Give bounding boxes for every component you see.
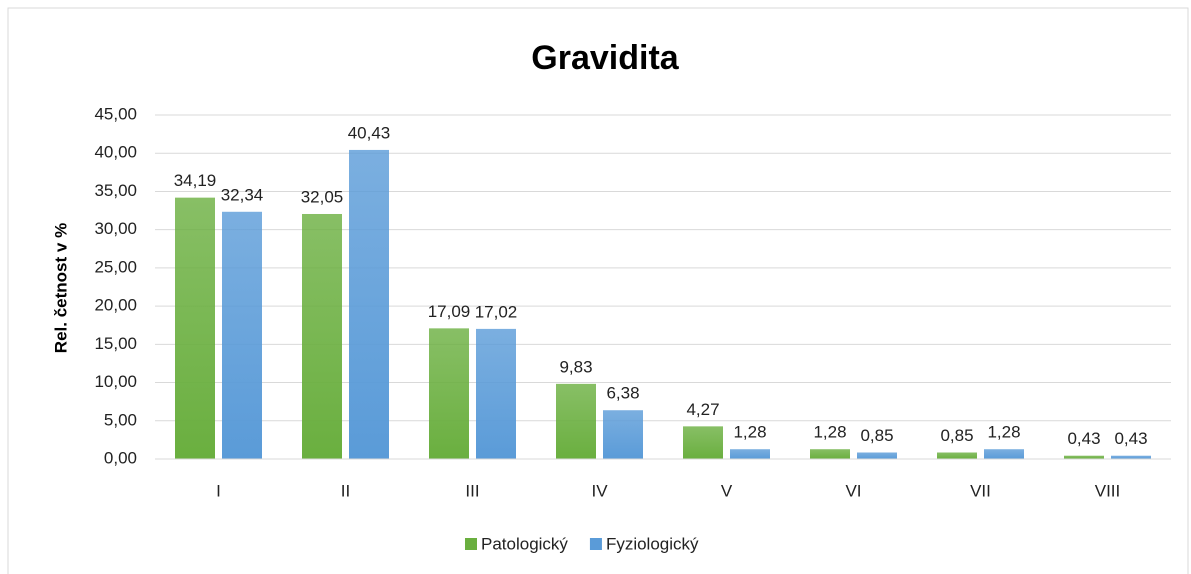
bar [476,328,516,459]
bar [1111,455,1151,459]
legend-swatch [465,538,477,550]
bar [349,149,389,459]
y-tick-label: 5,00 [104,410,137,429]
legend-swatch [589,538,602,550]
data-label: 1,28 [813,423,846,442]
y-tick-label: 10,00 [94,372,137,391]
data-label: 1,28 [987,423,1020,442]
x-tick-label: IV [591,481,608,500]
chart-title: Gravidita [531,39,679,77]
x-tick-label: VII [970,481,991,500]
bar [222,211,262,459]
data-label: 34,19 [174,171,217,190]
data-label: 32,34 [221,185,264,204]
data-label: 0,43 [1067,429,1100,448]
x-tick-label: I [216,481,221,500]
bar [730,449,770,459]
y-tick-label: 35,00 [94,181,137,200]
data-label: 0,43 [1114,429,1147,448]
data-label: 17,02 [475,302,518,321]
x-tick-label: VI [845,481,861,500]
y-tick-label: 30,00 [94,219,137,238]
bar [302,213,342,459]
legend-label: Fyziologický [606,534,699,553]
bar [1064,455,1104,459]
bar [857,452,897,459]
data-label: 4,27 [686,400,719,419]
data-label: 6,38 [606,384,639,403]
x-tick-label: V [721,481,733,500]
data-label: 1,28 [733,423,766,442]
data-label: 9,83 [559,357,592,376]
x-tick-label: III [465,481,479,500]
bar [175,197,215,459]
data-label: 17,09 [428,302,471,321]
bar [603,410,643,459]
bar [429,328,469,459]
bar [683,426,723,459]
y-tick-label: 40,00 [94,143,137,162]
bar [810,449,850,459]
y-tick-label: 25,00 [94,257,137,276]
y-axis-label: Rel. četnost v % [51,223,70,353]
y-tick-label: 45,00 [94,104,137,123]
bar [937,452,977,459]
bar [984,449,1024,459]
y-tick-label: 15,00 [94,334,137,353]
y-tick-label: 20,00 [94,296,137,315]
data-label: 0,85 [940,426,973,445]
x-tick-label: VIII [1095,481,1121,500]
legend-label: Patologický [481,534,568,553]
data-label: 0,85 [860,426,893,445]
bar [556,383,596,459]
data-label: 40,43 [348,123,391,142]
y-tick-label: 0,00 [104,448,137,467]
x-tick-label: II [341,481,350,500]
data-label: 32,05 [301,187,344,206]
